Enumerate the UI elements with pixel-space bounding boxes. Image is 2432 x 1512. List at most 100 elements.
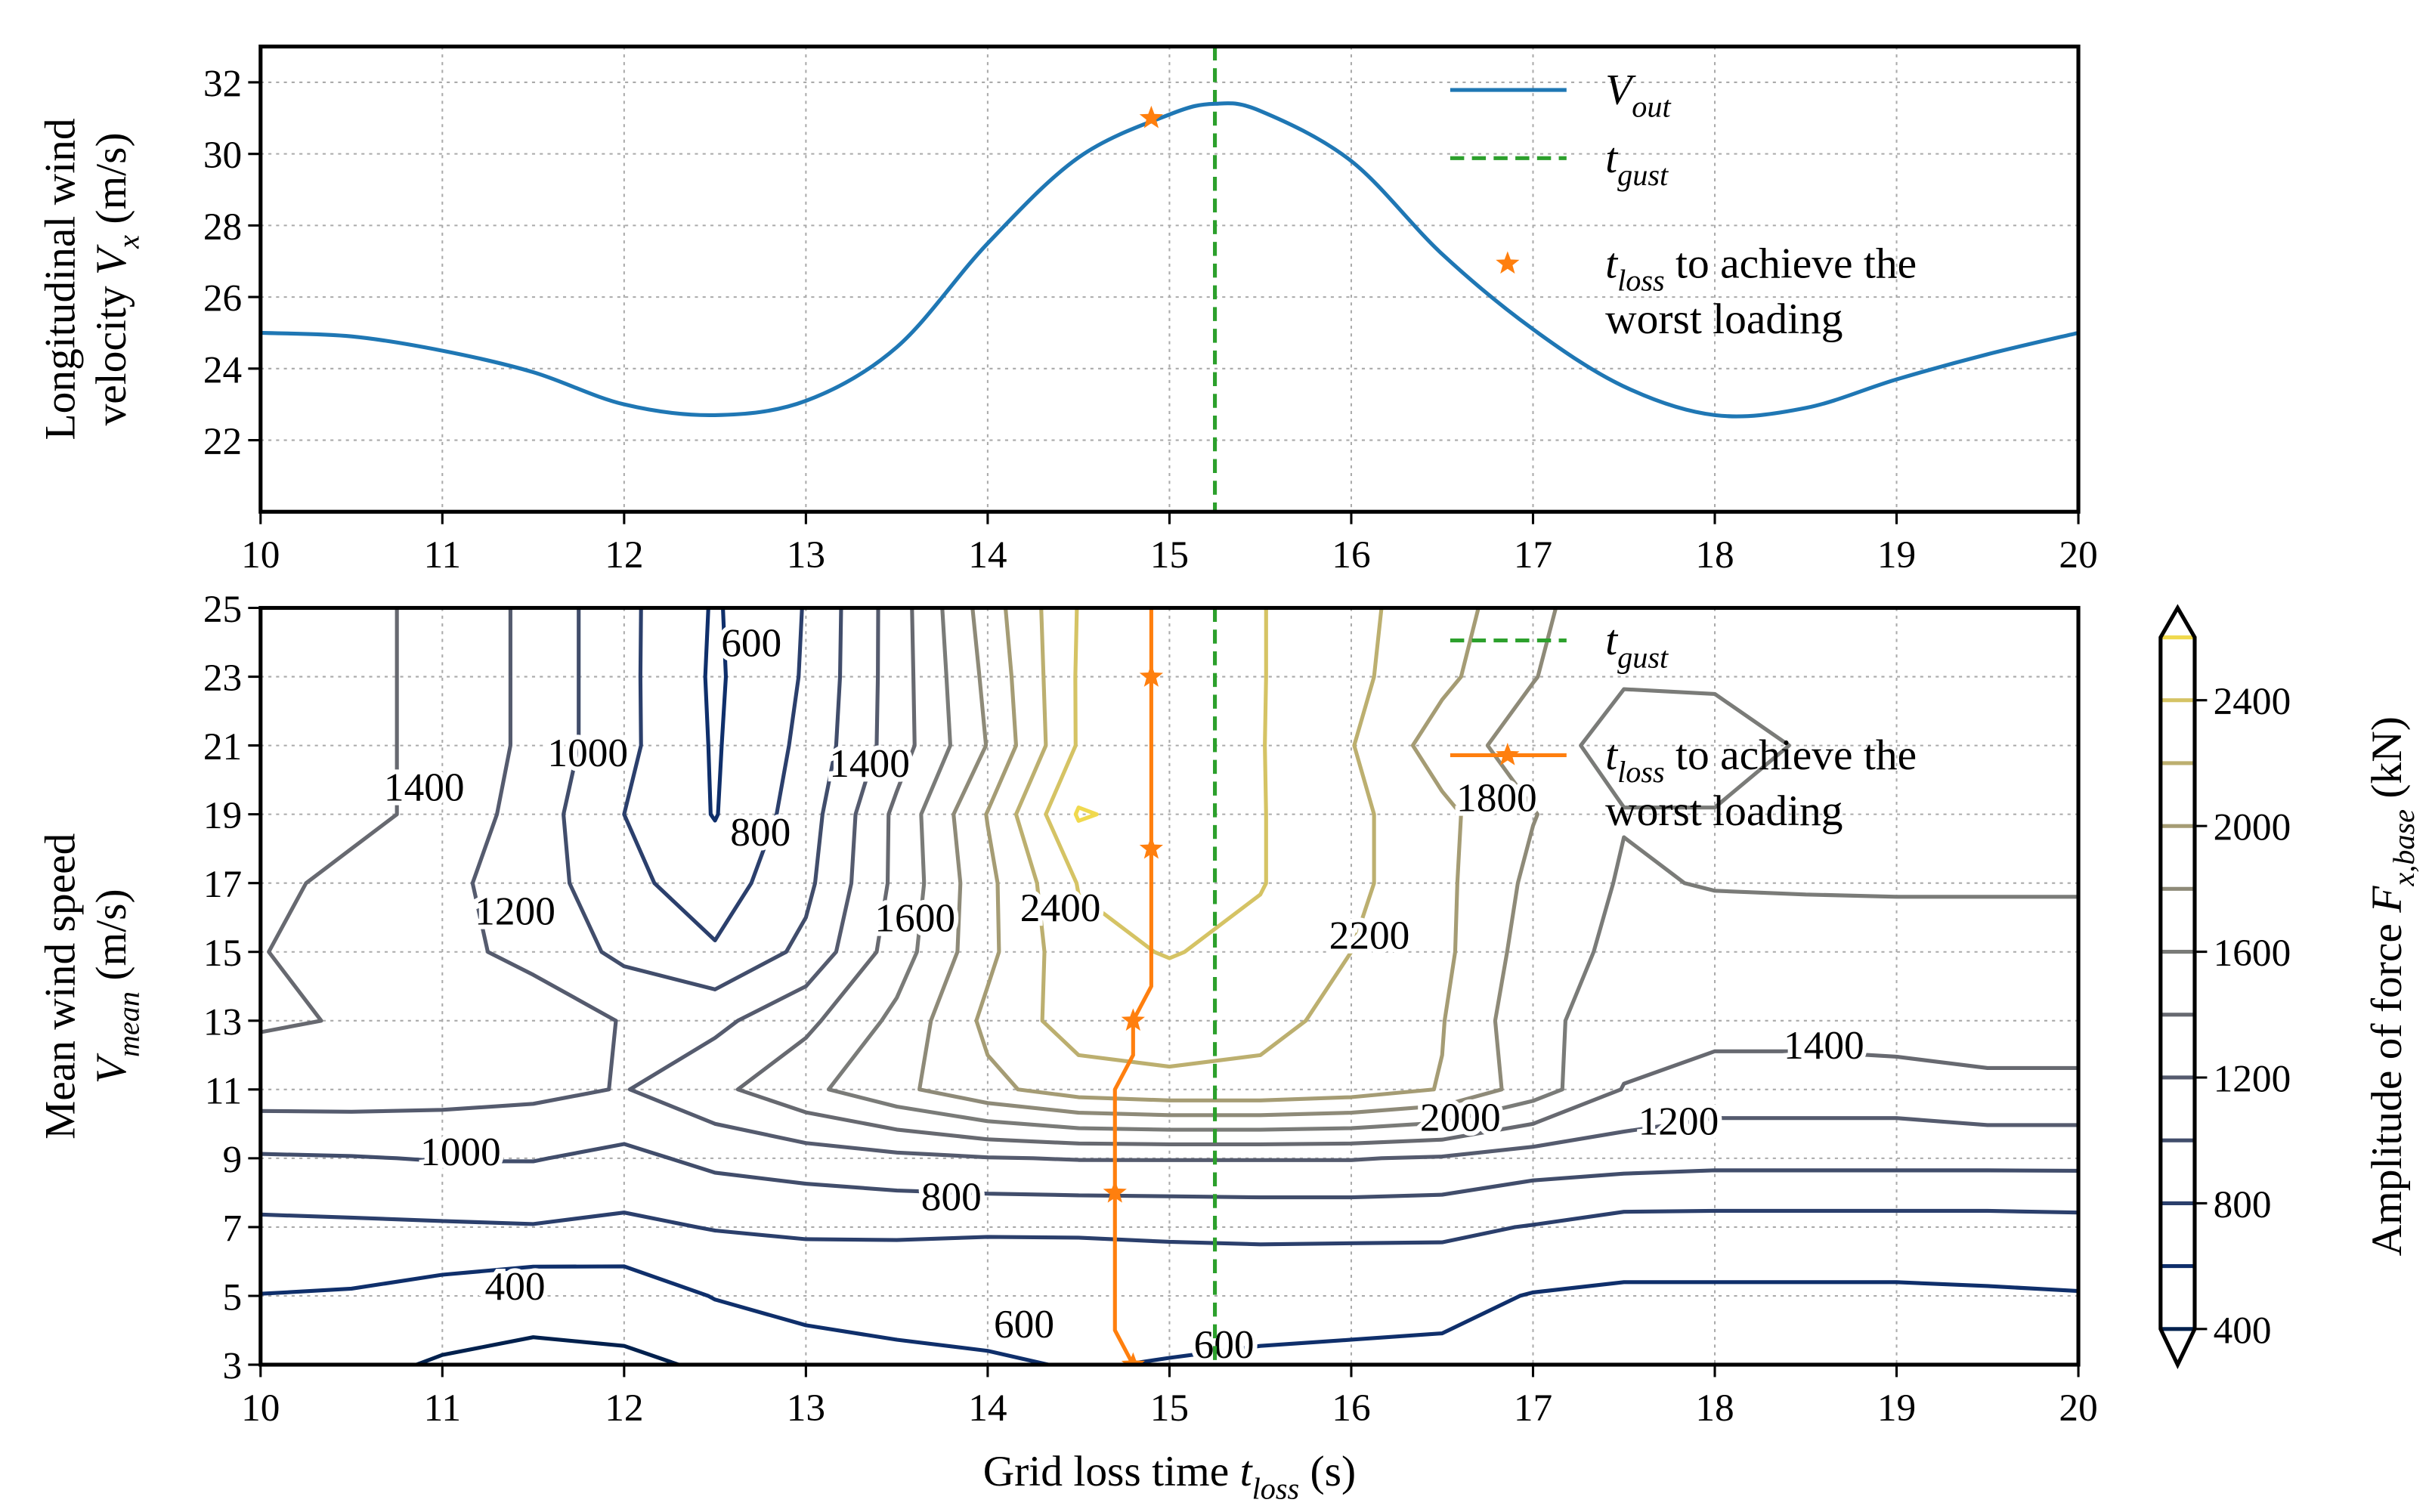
colorbar-tick-label: 2400 — [2214, 680, 2291, 723]
y-tick-label: 17 — [203, 863, 242, 906]
label-part: V — [88, 1053, 135, 1084]
contour-label: 800 — [921, 1173, 982, 1219]
star-marker — [1103, 1180, 1127, 1203]
x-tick-label: 19 — [1877, 533, 1916, 577]
contour-line — [974, 608, 1481, 1102]
label-part: (m/s) — [88, 889, 135, 991]
colorbar-body — [2160, 608, 2195, 1365]
contour-label: 600 — [1194, 1322, 1255, 1367]
label-part: t — [1605, 240, 1619, 287]
label-part: Longitudinal wind — [37, 118, 85, 440]
label-line: Grid loss time tloss (s) — [983, 1448, 1356, 1505]
contour-label: 800 — [730, 809, 791, 855]
label-part: Amplitude of force — [2363, 913, 2411, 1257]
legend-star — [1496, 251, 1520, 274]
y-tick-label: 32 — [203, 62, 242, 105]
contour-label: 1200 — [1638, 1098, 1719, 1143]
contour-line — [260, 608, 2079, 1162]
star-marker — [1121, 1352, 1145, 1365]
x-tick-label: 15 — [1150, 1387, 1189, 1430]
x-tick-label: 11 — [424, 533, 461, 577]
y-tick-label: 23 — [203, 657, 242, 700]
x-tick-label: 17 — [1514, 533, 1552, 577]
x-tick-label: 13 — [787, 533, 825, 577]
contour-label: 2000 — [1420, 1095, 1501, 1140]
label-subscript: loss — [1617, 264, 1665, 298]
y-tick-label: 24 — [203, 348, 242, 391]
x-tick-label: 10 — [241, 533, 280, 577]
star-marker — [1139, 105, 1163, 128]
x-tick-label: 16 — [1332, 1387, 1370, 1430]
y-tick-label: 25 — [203, 588, 242, 631]
x-tick-label: 11 — [424, 1387, 461, 1430]
label-line: worst loading — [1605, 787, 1843, 835]
contour-label: 2400 — [1020, 885, 1101, 930]
label-subscript: gust — [1617, 158, 1669, 192]
label-part: t — [1240, 1448, 1254, 1495]
y-label: Longitudinal wind velocity Vx (m/s) — [37, 118, 146, 440]
label-part: t — [1605, 135, 1619, 182]
label-part: Mean wind speed — [37, 833, 85, 1139]
y-tick-label: 13 — [203, 1000, 242, 1044]
label-part: F — [2363, 886, 2411, 914]
axes-frame — [258, 605, 2081, 1367]
colorbar-label: Amplitude of force Fx,base (kN) — [2363, 716, 2421, 1256]
label-subscript: x,base — [2387, 809, 2421, 887]
label-subscript: loss — [1252, 1471, 1300, 1505]
contour-label: 1400 — [384, 765, 465, 810]
y-tick-label: 15 — [203, 932, 242, 975]
x-tick-label: 10 — [241, 1387, 280, 1430]
star-marker — [1121, 1008, 1145, 1031]
x-tick-label: 20 — [2059, 533, 2097, 577]
x-tick-label: 12 — [605, 1387, 643, 1430]
y-tick-label: 19 — [203, 794, 242, 837]
y-tick-label: 11 — [205, 1069, 242, 1112]
label-subscript: out — [1632, 90, 1671, 124]
legend-star — [1496, 743, 1520, 765]
axes: 10 11 12 13 14 15 16 17 18 19 20 3 5 7 9 11 13 15 17 19 21 23… — [203, 588, 2098, 1430]
contour-label: 1400 — [1784, 1022, 1864, 1068]
label-subscript: x — [111, 235, 145, 249]
y-tick-label: 3 — [223, 1344, 243, 1387]
label-line: Vout — [1605, 66, 1671, 124]
axes-frame — [258, 45, 2081, 514]
contour-label: 1000 — [547, 730, 628, 775]
contour-line — [260, 608, 2079, 1146]
star-marker — [1139, 664, 1163, 687]
label-line: worst loading — [1605, 295, 1843, 343]
colorbar-tick-label: 800 — [2214, 1183, 2272, 1226]
colorbar-tick-label: 1200 — [2214, 1057, 2291, 1100]
label-part: velocity — [88, 275, 135, 425]
x-tick-label: 14 — [968, 533, 1007, 577]
contour-label: 1800 — [1456, 775, 1537, 820]
y-tick-label: 21 — [203, 725, 242, 768]
x-tick-label: 18 — [1695, 1387, 1734, 1430]
label-line: velocity Vx (m/s) — [88, 132, 145, 425]
y-tick-label: 22 — [203, 420, 242, 463]
label-part: t — [1605, 617, 1619, 664]
contour-label: 1000 — [420, 1129, 501, 1174]
contour-line — [260, 608, 2079, 1200]
label-part: V — [88, 244, 135, 275]
contour-line — [260, 608, 2079, 1247]
x-tick-label: 20 — [2059, 1387, 2097, 1430]
label-line: Amplitude of force Fx,base (kN) — [2363, 716, 2421, 1256]
contour-line — [1044, 608, 1268, 960]
x-tick-label: 18 — [1695, 533, 1734, 577]
colorbar: 400 800 1200 1600 2000 2400 — [2158, 604, 2291, 1369]
label-part: (s) — [1299, 1448, 1356, 1495]
colorbar-tick-label: 2000 — [2214, 806, 2291, 849]
label-subscript: gust — [1617, 640, 1669, 674]
y-tick-label: 5 — [223, 1275, 243, 1319]
contour-label: 1600 — [874, 895, 955, 941]
label-line: tgust — [1605, 617, 1669, 674]
y-tick-label: 28 — [203, 206, 242, 249]
label-line: tloss to achieve the — [1605, 731, 1917, 789]
label-part: to achieve the — [1665, 240, 1917, 287]
series-line — [1112, 608, 1153, 1365]
label-line: tloss to achieve the — [1605, 240, 1917, 297]
y-tick-label: 7 — [223, 1207, 243, 1250]
